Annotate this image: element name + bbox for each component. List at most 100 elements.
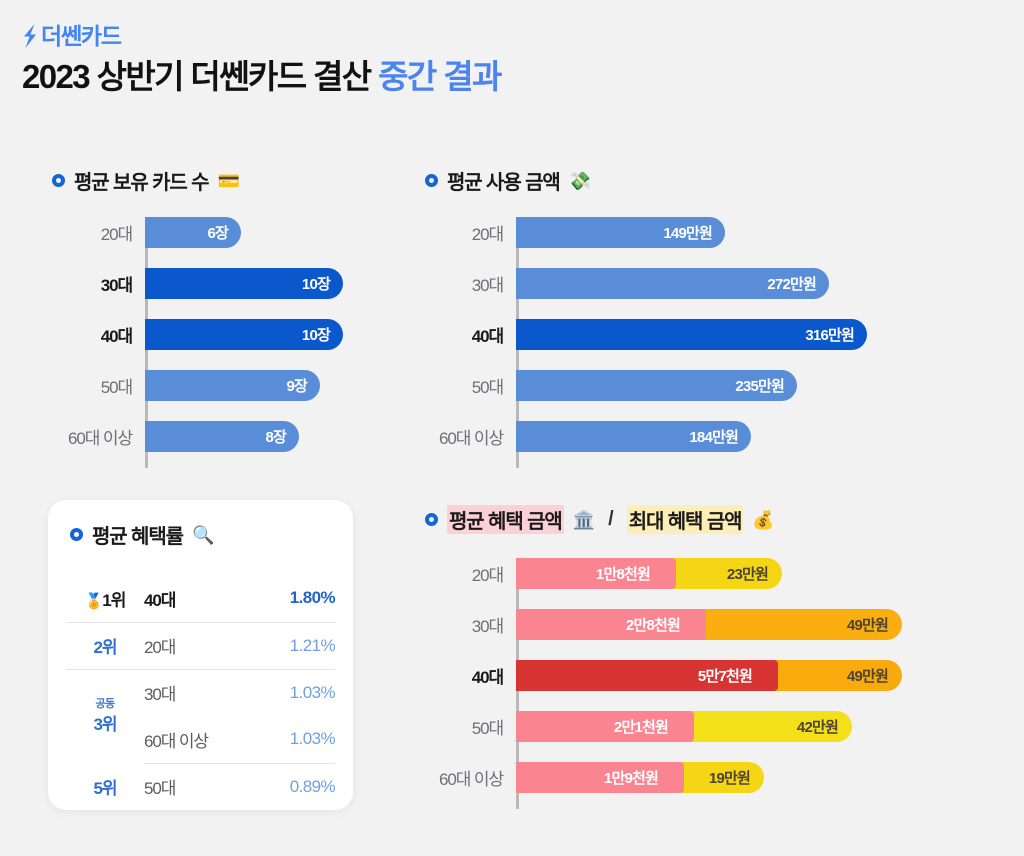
rank-cell: 🏅1위 bbox=[66, 575, 144, 623]
chart-row: 30대 10장 bbox=[52, 268, 382, 299]
age-cell: 30대 bbox=[144, 685, 176, 705]
chart-row: 60대 이상 1만9천원 19만원 bbox=[425, 762, 915, 793]
age-cell: 60대 이상 bbox=[144, 716, 256, 764]
value-cell: 0.89% bbox=[289, 776, 336, 796]
table-row: 🏅1위 40대 1.80% bbox=[66, 575, 336, 623]
bar-track: 1만8천원 23만원 bbox=[516, 558, 915, 589]
ranking-table: 🏅1위 40대 1.80% 2위 20대 1.21% 공동 3위 30대 1.03… bbox=[66, 575, 336, 810]
title-separator: / bbox=[608, 508, 614, 530]
card-title-avg-benefit-rate: 평균 혜택률 🔍 bbox=[48, 500, 353, 549]
bar-value: 9장 bbox=[145, 370, 320, 401]
category-label: 40대 bbox=[100, 327, 133, 346]
chart-avg-vs-max-benefit: 평균 혜택 금액 🏛️ / 최대 혜택 금액 💰 20대 1만8천원 23만원 … bbox=[425, 505, 915, 809]
bar-value: 316만원 bbox=[516, 319, 867, 350]
bar-track: 184만원 bbox=[516, 421, 905, 452]
medal-icon: 🏅 bbox=[84, 592, 104, 610]
chart-row: 50대 9장 bbox=[52, 370, 382, 401]
category-label: 50대 bbox=[100, 378, 133, 397]
bar-track: 149만원 bbox=[516, 217, 905, 248]
bar-track: 272만원 bbox=[516, 268, 905, 299]
bar-value: 10장 bbox=[145, 319, 343, 350]
page-title: 2023 상반기 더쎈카드 결산 중간 결과 bbox=[22, 57, 502, 97]
age-cell: 20대 bbox=[144, 622, 256, 670]
table-row: 5위 50대 0.89% bbox=[66, 763, 335, 810]
bar-value: 184만원 bbox=[516, 421, 751, 452]
bar-track: 5만7천원 49만원 bbox=[516, 660, 915, 691]
rank-label: 3위 bbox=[93, 714, 117, 734]
legend-avg-label: 평균 혜택 금액 bbox=[447, 505, 564, 534]
bar-track: 6장 bbox=[145, 217, 382, 248]
bar-track: 235만원 bbox=[516, 370, 905, 401]
category-label: 40대 bbox=[471, 668, 504, 687]
category-label: 60대 이상 bbox=[439, 429, 504, 448]
chart-title-avg-spend-amount: 평균 사용 금액 💸 bbox=[425, 166, 905, 195]
dual-bar-group: 2만1천원 42만원 bbox=[516, 711, 852, 742]
bar-value-avg: 2만1천원 bbox=[516, 711, 694, 742]
bar-value: 149만원 bbox=[516, 217, 725, 248]
bar-value-max: 19만원 bbox=[668, 762, 764, 793]
bar-track: 2만8천원 49만원 bbox=[516, 609, 915, 640]
ring-bullet-icon bbox=[70, 528, 83, 541]
bar-value-max: 49만원 bbox=[762, 660, 902, 691]
chart-title-avg-vs-max-benefit: 평균 혜택 금액 🏛️ / 최대 혜택 금액 💰 bbox=[425, 505, 915, 534]
table-row: 공동 3위 30대 1.03% bbox=[66, 669, 336, 734]
chart-plot-area-avg-cards-held: 20대 6장 30대 10장 40대 10장 50대 9장 60대 이상 bbox=[52, 217, 382, 468]
category-label: 30대 bbox=[471, 276, 504, 295]
age-cell: 40대 bbox=[144, 575, 256, 623]
table-row: 60대 이상 1.03% bbox=[66, 716, 336, 764]
value-cell: 1.03% bbox=[289, 682, 336, 702]
chart-row: 40대 10장 bbox=[52, 319, 382, 350]
coin-icon: 🏛️ bbox=[572, 509, 596, 530]
value-cell: 1.80% bbox=[255, 575, 336, 623]
chart-row: 20대 149만원 bbox=[425, 217, 905, 248]
chart-row: 50대 235만원 bbox=[425, 370, 905, 401]
chart-row: 30대 2만8천원 49만원 bbox=[425, 609, 915, 640]
bar-value-max: 42만원 bbox=[678, 711, 852, 742]
money-flying-icon: 💸 bbox=[568, 170, 592, 191]
value-cell: 1.21% bbox=[255, 622, 336, 670]
bar-value-avg: 1만8천원 bbox=[516, 558, 676, 589]
bar-track: 10장 bbox=[145, 268, 382, 299]
legend-max-label: 최대 혜택 금액 bbox=[626, 505, 744, 534]
chart-row: 60대 이상 184만원 bbox=[425, 421, 905, 452]
table-row: 2위 20대 1.21% bbox=[66, 622, 336, 670]
rank-cell: 5위 bbox=[93, 779, 117, 798]
chart-row: 50대 2만1천원 42만원 bbox=[425, 711, 915, 742]
brand-logo: 더쎈카드 bbox=[22, 22, 501, 50]
ring-bullet-icon bbox=[52, 174, 65, 187]
dual-bar-group: 1만9천원 19만원 bbox=[516, 762, 764, 793]
category-label: 60대 이상 bbox=[439, 770, 504, 789]
category-label: 20대 bbox=[471, 225, 504, 244]
money-bag-icon: 💰 bbox=[752, 509, 775, 530]
category-label: 20대 bbox=[471, 566, 504, 585]
bar-track: 2만1천원 42만원 bbox=[516, 711, 915, 742]
chart-row: 20대 6장 bbox=[52, 217, 382, 248]
bar-value-max: 23만원 bbox=[660, 558, 782, 589]
chart-plot-area-avg-spend-amount: 20대 149만원 30대 272만원 40대 316만원 50대 235만원 … bbox=[425, 217, 905, 468]
bar-track: 316만원 bbox=[516, 319, 905, 350]
dual-bar-group: 1만8천원 23만원 bbox=[516, 558, 782, 589]
rank-cell: 2위 bbox=[66, 622, 144, 670]
bar-value: 6장 bbox=[145, 217, 241, 248]
dual-bar-group: 2만8천원 49만원 bbox=[516, 609, 902, 640]
bar-value: 10장 bbox=[145, 268, 343, 299]
bar-value-max: 49만원 bbox=[690, 609, 902, 640]
page-title-main: 2023 상반기 더쎈카드 결산 bbox=[22, 58, 379, 95]
magnifier-icon: 🔍 bbox=[191, 524, 215, 545]
brand-name: 더쎈카드 bbox=[41, 23, 122, 49]
chart-title-text: 평균 사용 금액 bbox=[447, 172, 561, 194]
chart-avg-spend-amount: 평균 사용 금액 💸 20대 149만원 30대 272만원 40대 316만원… bbox=[425, 166, 905, 468]
chart-plot-area-avg-vs-max-benefit: 20대 1만8천원 23만원 30대 2만8천원 49만원 40대 bbox=[425, 558, 915, 809]
rank-cell-joint: 공동 3위 bbox=[66, 669, 144, 763]
bar-value: 272만원 bbox=[516, 268, 829, 299]
bar-track: 1만9천원 19만원 bbox=[516, 762, 915, 793]
rank-label: 1위 bbox=[102, 590, 126, 610]
category-label: 50대 bbox=[471, 719, 504, 738]
chart-title-text: 평균 보유 카드 수 bbox=[74, 172, 210, 194]
age-cell: 50대 bbox=[144, 779, 176, 799]
chart-title-avg-cards-held: 평균 보유 카드 수 💳 bbox=[52, 166, 382, 195]
bar-track: 9장 bbox=[145, 370, 382, 401]
chart-row: 30대 272만원 bbox=[425, 268, 905, 299]
category-label: 50대 bbox=[471, 378, 504, 397]
bar-track: 8장 bbox=[145, 421, 382, 452]
